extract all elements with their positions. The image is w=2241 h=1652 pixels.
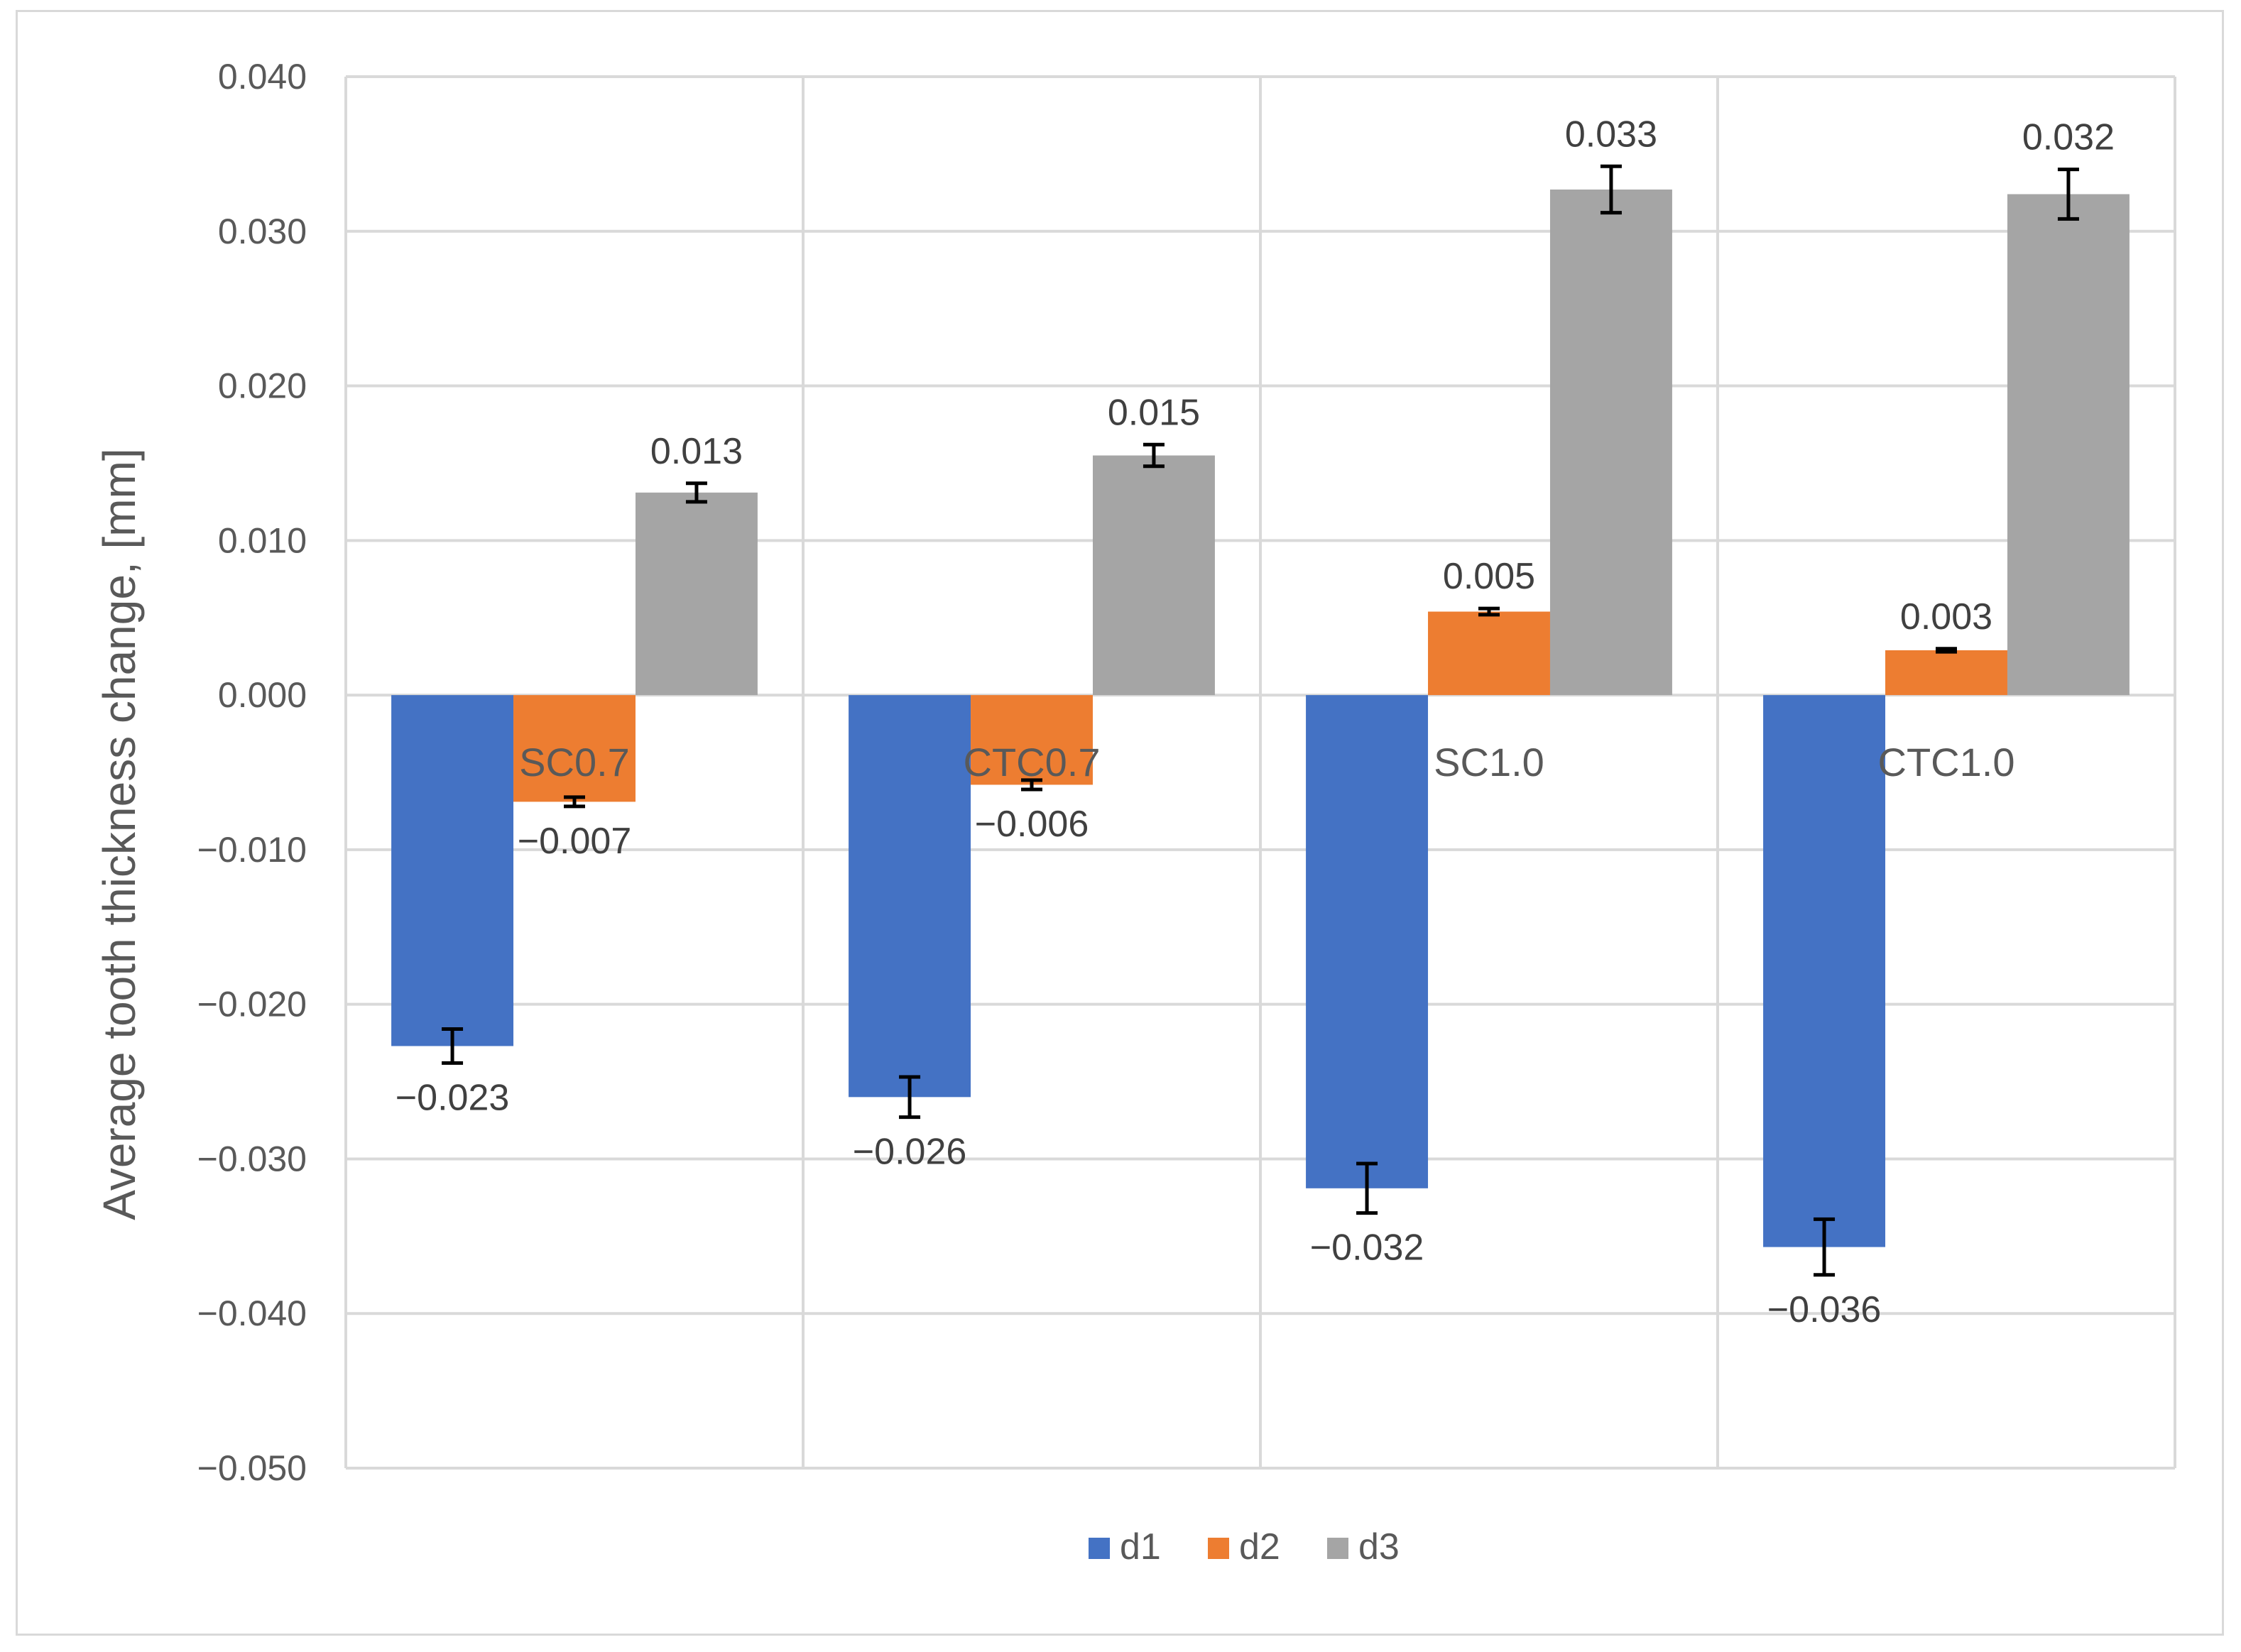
data-label-d2-CTC1.0: 0.003 bbox=[1900, 596, 1992, 638]
error-bar-d3-CTC0.7 bbox=[1143, 442, 1165, 469]
data-label-d3-CTC0.7: 0.015 bbox=[1108, 392, 1200, 433]
bar-d3-SC0.7 bbox=[635, 492, 758, 696]
error-bar-d2-CTC1.0 bbox=[1936, 647, 1957, 654]
bar-d3-SC1.0 bbox=[1549, 189, 1672, 696]
bar-d1-SC1.0 bbox=[1306, 695, 1429, 1188]
bar-d1-CTC1.0 bbox=[1763, 695, 1886, 1247]
bars bbox=[391, 189, 2130, 1247]
legend-label-d1: d1 bbox=[1120, 1526, 1161, 1568]
error-bar-d3-SC0.7 bbox=[685, 481, 707, 504]
y-tick-label: −0.040 bbox=[197, 1293, 307, 1333]
category-label-CTC0.7: CTC0.7 bbox=[964, 740, 1101, 784]
y-tick-label: −0.050 bbox=[197, 1448, 307, 1488]
y-tick-label: −0.010 bbox=[197, 830, 307, 870]
error-bar-d1-CTC1.0 bbox=[1814, 1217, 1836, 1277]
y-tick-label: 0.040 bbox=[218, 57, 307, 97]
error-bars bbox=[442, 164, 2079, 1277]
data-label-d1-CTC1.0: −0.036 bbox=[1767, 1289, 1882, 1330]
legend-label-d2: d2 bbox=[1239, 1526, 1280, 1568]
legend-swatch-d1 bbox=[1089, 1538, 1110, 1559]
y-tick-label: −0.030 bbox=[197, 1139, 307, 1178]
legend-swatch-d2 bbox=[1208, 1538, 1229, 1559]
y-tick-label: 0.030 bbox=[218, 212, 307, 251]
axes: 0.040 0.030 0.020 0.010 0.000 −0.010 −0.020 −0.… bbox=[197, 57, 2015, 1488]
data-label-d1-SC0.7: −0.023 bbox=[396, 1077, 510, 1118]
y-tick-label: 0.010 bbox=[218, 520, 307, 560]
category-label-SC0.7: SC0.7 bbox=[519, 740, 630, 784]
legend: d1 d2 d3 bbox=[1089, 1526, 1400, 1568]
data-label-d2-SC1.0: 0.005 bbox=[1443, 556, 1535, 597]
data-label-d2-CTC0.7: −0.006 bbox=[975, 804, 1089, 845]
y-axis-title: Average tooth thickness change, [mm] bbox=[94, 448, 145, 1220]
legend-swatch-d3 bbox=[1327, 1538, 1348, 1559]
y-tick-label: 0.000 bbox=[218, 675, 307, 715]
y-tick-label: 0.020 bbox=[218, 366, 307, 406]
error-bar-d2-SC1.0 bbox=[1478, 606, 1500, 617]
error-bar-d1-CTC0.7 bbox=[899, 1075, 921, 1120]
error-bar-d2-CTC0.7 bbox=[1021, 778, 1042, 792]
category-label-CTC1.0: CTC1.0 bbox=[1878, 740, 2015, 784]
data-label-d3-SC0.7: 0.013 bbox=[650, 431, 743, 472]
data-labels: −0.023 −0.026 −0.032 −0.036 −0.007 −0.006 0.00… bbox=[396, 114, 2115, 1330]
bar-d3-CTC0.7 bbox=[1092, 455, 1215, 696]
error-bar-d2-SC0.7 bbox=[564, 795, 585, 809]
data-label-d2-SC0.7: −0.007 bbox=[518, 821, 632, 862]
error-bar-d1-SC0.7 bbox=[442, 1027, 464, 1065]
data-label-d1-CTC0.7: −0.026 bbox=[853, 1132, 967, 1173]
bar-d3-CTC1.0 bbox=[2007, 194, 2130, 696]
data-label-d1-SC1.0: −0.032 bbox=[1310, 1227, 1424, 1269]
bar-d2-CTC0.7 bbox=[971, 695, 1093, 785]
bar-d2-SC1.0 bbox=[1428, 611, 1550, 696]
data-label-d3-CTC1.0: 0.032 bbox=[2022, 117, 2115, 158]
category-label-SC1.0: SC1.0 bbox=[1434, 740, 1544, 784]
error-bar-d3-CTC1.0 bbox=[2057, 168, 2079, 221]
bar-d1-CTC0.7 bbox=[849, 695, 971, 1098]
error-bar-d1-SC1.0 bbox=[1356, 1161, 1378, 1215]
y-tick-label: −0.020 bbox=[197, 985, 307, 1024]
bar-d1-SC0.7 bbox=[391, 695, 514, 1046]
error-bar-d3-SC1.0 bbox=[1600, 164, 1622, 215]
bar-d2-SC0.7 bbox=[513, 695, 636, 802]
bar-d2-CTC1.0 bbox=[1885, 650, 2007, 696]
data-label-d3-SC1.0: 0.033 bbox=[1565, 114, 1657, 155]
legend-label-d3: d3 bbox=[1358, 1526, 1400, 1568]
